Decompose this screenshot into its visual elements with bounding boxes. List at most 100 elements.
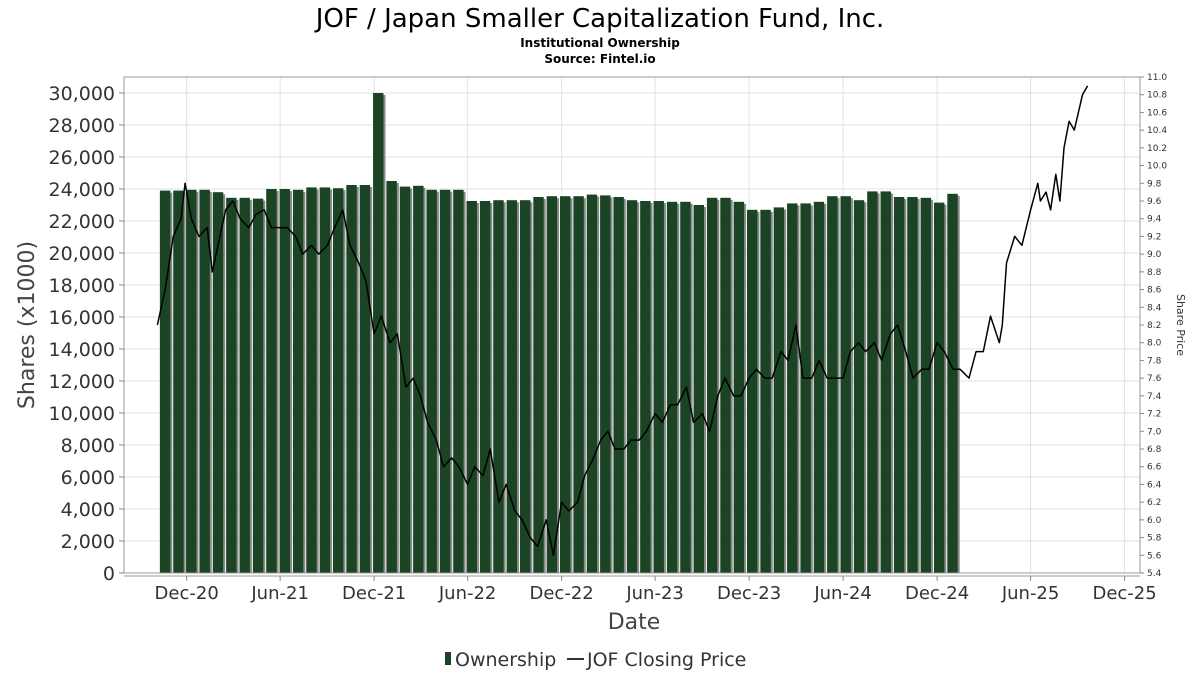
price-line	[156, 85, 1089, 557]
y-tick-label: 14,000	[49, 339, 115, 361]
ownership-bars	[159, 93, 960, 574]
x-tick-label: Jun-24	[813, 583, 872, 604]
y2-tick-label: 9.4	[1147, 215, 1162, 225]
ownership-bar	[239, 197, 250, 574]
y2-tick-label: 10.0	[1147, 162, 1167, 172]
ownership-bar	[613, 197, 624, 573]
x-tick-label: Dec-25	[1092, 583, 1156, 604]
ownership-bar	[760, 209, 771, 574]
y-tick-label: 16,000	[49, 307, 115, 329]
ownership-bar	[373, 93, 384, 573]
ownership-bar	[266, 189, 277, 573]
left-axis: 0 2,000 4,000 6,000 8,000 10,000 12,000 14,000 1…	[49, 83, 124, 585]
ownership-bar	[506, 200, 518, 573]
x-tick-label: Jun-25	[1001, 583, 1060, 604]
y2-tick-label: 6.2	[1147, 498, 1161, 508]
x-tick-label: Dec-23	[717, 583, 781, 604]
y-tick-label: 26,000	[49, 147, 115, 169]
y2-tick-label: 10.4	[1147, 126, 1167, 136]
y-tick-label: 22,000	[49, 211, 115, 233]
ownership-bar	[640, 201, 651, 573]
ownership-bar	[947, 193, 958, 574]
y2-tick-label: 5.8	[1147, 534, 1162, 544]
y-tick-label: 0	[103, 563, 115, 585]
ownership-bar	[827, 196, 838, 573]
y2-tick-label: 6.6	[1147, 463, 1162, 473]
ownership-bar	[666, 201, 678, 574]
y2-tick-label: 8.2	[1147, 321, 1161, 331]
ownership-bar	[693, 205, 704, 573]
ownership-bar	[186, 189, 197, 574]
ownership-bar	[720, 197, 731, 574]
ownership-bar	[933, 202, 945, 573]
y-tick-label: 8,000	[61, 435, 115, 457]
chart-subtitle: Institutional Ownership	[520, 36, 680, 50]
legend-ownership-label: Ownership	[455, 649, 556, 671]
ownership-bar	[453, 189, 464, 574]
ownership-bar	[653, 201, 664, 573]
y2-tick-label: 9.6	[1147, 197, 1162, 207]
x-axis: Dec-20 Jun-21 Dec-21 Jun-22 Dec-22 Jun-23 Dec-…	[124, 575, 1157, 604]
ownership-bar	[212, 192, 224, 573]
ownership-bar	[173, 190, 184, 573]
ownership-bar	[893, 197, 905, 573]
ownership-bar	[426, 189, 437, 574]
y-tick-label: 30,000	[49, 83, 115, 105]
ownership-bar	[346, 185, 357, 573]
ownership-bar	[746, 209, 758, 574]
ownership-bar	[920, 197, 932, 574]
ownership-bar	[840, 196, 851, 573]
ownership-bar	[560, 196, 571, 573]
ownership-bar	[800, 203, 811, 573]
x-tick-label: Dec-20	[155, 583, 219, 604]
y2-axis-label: Share Price	[1174, 294, 1187, 356]
y2-tick-label: 8.6	[1147, 286, 1162, 296]
ownership-bar	[880, 191, 891, 573]
x-tick-label: Dec-22	[530, 583, 594, 604]
ownership-bar	[292, 189, 304, 574]
y2-tick-label: 5.4	[1147, 569, 1162, 579]
ownership-bar	[519, 200, 531, 573]
ownership-bar	[386, 181, 397, 573]
y2-tick-label: 8.8	[1147, 268, 1162, 278]
y2-tick-label: 5.6	[1147, 551, 1162, 561]
y-tick-label: 28,000	[49, 115, 115, 137]
y2-tick-label: 7.4	[1147, 392, 1162, 402]
y-tick-label: 20,000	[49, 243, 115, 265]
ownership-bar	[853, 200, 865, 573]
ownership-bar	[199, 189, 210, 574]
y-axis-label: Shares (x1000)	[15, 241, 40, 409]
y2-tick-label: 6.4	[1147, 480, 1162, 490]
ownership-bar	[466, 201, 477, 573]
chart-title: JOF / Japan Smaller Capitalization Fund,…	[314, 4, 885, 34]
y-tick-label: 4,000	[61, 499, 115, 521]
y2-tick-label: 7.6	[1147, 374, 1162, 384]
y2-tick-label: 6.8	[1147, 445, 1162, 455]
y2-tick-label: 9.0	[1147, 250, 1162, 260]
y2-tick-label: 10.6	[1147, 108, 1167, 118]
ownership-bar	[733, 201, 745, 574]
chart-source: Source: Fintel.io	[544, 52, 655, 66]
x-tick-label: Jun-21	[250, 583, 309, 604]
ownership-bar	[573, 196, 584, 573]
ownership-bar	[706, 197, 718, 574]
right-axis: 5.4 5.6 5.8 6.0 6.2 6.4 6.6 6.8 7.0 7.2 7.4 7.6 7.8 8…	[1140, 73, 1167, 579]
legend-price-label: JOF Closing Price	[586, 649, 746, 671]
y-tick-label: 18,000	[49, 275, 115, 297]
y2-tick-label: 8.4	[1147, 303, 1162, 313]
x-axis-label: Date	[608, 610, 661, 635]
ownership-bar	[546, 196, 558, 573]
ownership-bar	[279, 189, 290, 573]
ownership-bar	[439, 189, 451, 574]
ownership-bar	[533, 197, 544, 573]
ownership-bar	[306, 187, 317, 573]
ownership-bar	[159, 190, 171, 573]
y2-tick-label: 10.2	[1147, 144, 1167, 154]
y-tick-label: 24,000	[49, 179, 115, 201]
y-tick-label: 10,000	[49, 403, 115, 425]
ownership-bar	[813, 201, 825, 574]
ownership-bar	[787, 203, 798, 573]
ownership-bar	[626, 200, 638, 573]
ownership-bar	[867, 191, 878, 573]
